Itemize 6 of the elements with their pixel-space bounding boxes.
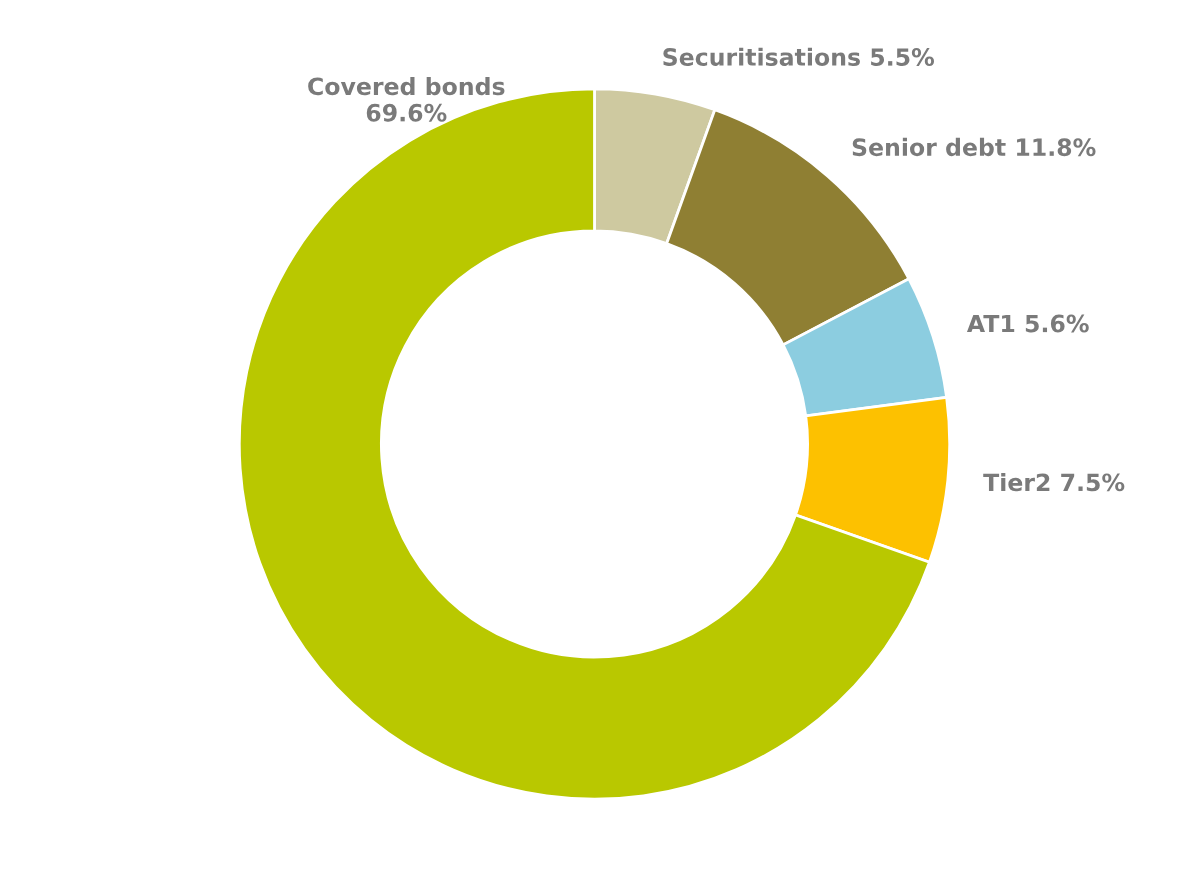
slice-label: AT1 5.6% [966,314,1089,333]
slice-label: Covered bonds [308,76,505,96]
slice-label: Senior debt 11.8% [852,137,1096,157]
slice-label: Tier2 7.5% [983,473,1125,492]
data-label: 69.6% [366,103,447,122]
slice-label: Securitisations 5.5% [663,47,935,66]
